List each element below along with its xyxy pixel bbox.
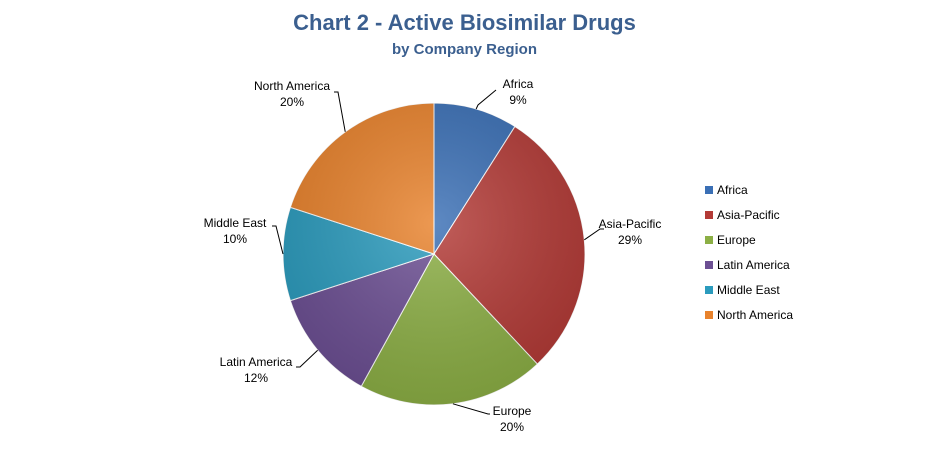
legend-label-north-america: North America [717,308,793,322]
legend-label-latin-america: Latin America [717,258,790,272]
leader-line-asia-pacific [584,228,604,241]
chart-subtitle: by Company Region [391,41,537,58]
legend-swatch-middle-east [705,286,713,294]
legend-swatch-north-america [705,311,713,319]
leader-line-middle-east [272,225,284,255]
data-label-name-middle-east: Middle East [204,216,267,230]
leader-lines [272,89,604,415]
leader-line-europe [452,403,490,415]
data-label-name-latin-america: Latin America [220,355,293,369]
data-label-name-africa: Africa [503,77,534,91]
data-label-value-north-america: 20% [280,95,304,109]
data-label-value-asia-pacific: 29% [618,233,642,247]
legend: Africa Asia-Pacific Europe Latin America Mid… [705,183,793,322]
leader-line-north-america [334,91,346,132]
legend-label-middle-east: Middle East [717,283,780,297]
data-label-value-africa: 9% [509,93,527,107]
data-label-value-latin-america: 12% [244,371,268,385]
data-label-value-europe: 20% [500,420,524,434]
legend-swatch-europe [705,236,713,244]
legend-label-asia-pacific: Asia-Pacific [717,208,780,222]
chart-title: Chart 2 - Active Biosimilar Drugs [293,10,636,35]
legend-label-europe: Europe [717,233,756,247]
leader-line-latin-america [296,349,318,368]
legend-swatch-latin-america [705,261,713,269]
leader-line-africa [475,89,497,110]
data-label-name-north-america: North America [254,79,330,93]
legend-swatch-asia-pacific [705,211,713,219]
legend-label-africa: Africa [717,183,748,197]
data-labels: Africa 9% Asia-Pacific 29% Europe 20% Latin Am… [204,77,662,434]
legend-swatch-africa [705,186,713,194]
data-label-name-europe: Europe [493,404,532,418]
pie-slices [282,102,586,406]
data-label-name-asia-pacific: Asia-Pacific [599,217,662,231]
data-label-value-middle-east: 10% [223,232,247,246]
